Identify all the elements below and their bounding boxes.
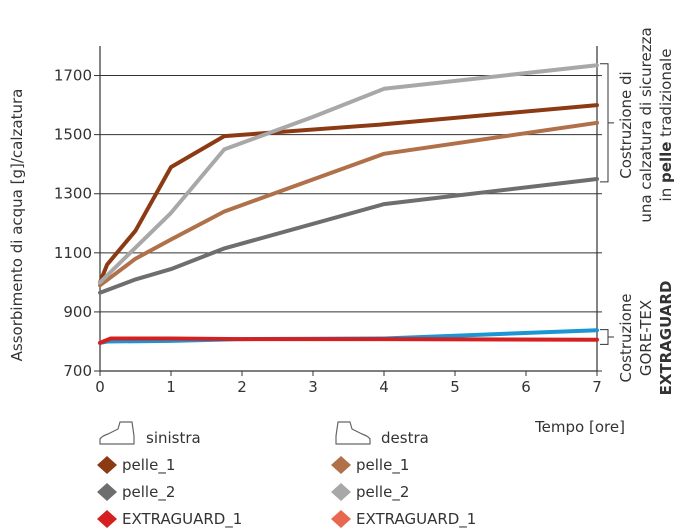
legend-label-destra: pelle_2 xyxy=(356,483,409,502)
series-line-pelle_2-destra xyxy=(98,63,599,285)
x-tick-label: 3 xyxy=(308,378,318,396)
annotation-traditional-line3: in pelle tradizionale xyxy=(657,49,675,202)
legend-swatch-destra xyxy=(331,483,351,501)
tick-labels: 0 1 2 3 4 5 6 7 700 900 1100 1300 1500 1700 xyxy=(54,67,602,396)
legend-label-sinistra: pelle_2 xyxy=(122,483,175,502)
x-tick-label: 6 xyxy=(521,378,531,396)
series-line-pelle_1-destra xyxy=(98,120,599,288)
legend-label-sinistra: EXTRAGUARD_1 xyxy=(122,510,242,529)
legend-swatch-destra xyxy=(331,510,351,528)
legend-label-destra: EXTRAGUARD_1 xyxy=(356,510,476,529)
annotation-goretex-line1: Costruzione xyxy=(617,294,635,383)
boot-left-icon xyxy=(99,421,135,445)
y-tick-label: 700 xyxy=(63,362,92,380)
group-brackets xyxy=(600,63,614,345)
legend-label-destra: pelle_1 xyxy=(356,456,409,475)
series-line-pelle_1-sinistra xyxy=(98,103,599,285)
annotation-pelle: pelle xyxy=(657,142,675,183)
legend: sinistra destra pelle_1 pelle_2 EXTRAGUARD… xyxy=(97,421,476,529)
series-lines xyxy=(98,63,599,345)
y-tick-label: 1700 xyxy=(54,67,92,85)
y-tick-label: 1300 xyxy=(54,185,92,203)
boot-right-icon xyxy=(335,421,371,445)
axes xyxy=(94,46,602,376)
series-line-extraguard_1-sinistra xyxy=(98,336,599,345)
x-tick-label: 2 xyxy=(237,378,247,396)
annotation-goretex-line2: GORE-TEX xyxy=(637,300,655,376)
y-axis-label: Assorbimento di acqua [g]/calzatura xyxy=(8,89,26,362)
series-line-pelle_2-sinistra xyxy=(98,177,599,295)
legend-header-sinistra: sinistra xyxy=(146,429,201,447)
y-tick-label: 900 xyxy=(63,303,92,321)
bracket xyxy=(600,63,614,183)
legend-swatch-sinistra xyxy=(97,456,117,474)
legend-header-destra: destra xyxy=(381,429,429,447)
annotation-goretex: Costruzione GORE-TEX EXTRAGUARD xyxy=(617,281,675,396)
y-tick-label: 1100 xyxy=(54,244,92,262)
x-tick-label: 5 xyxy=(450,378,460,396)
legend-swatch-sinistra xyxy=(97,510,117,528)
legend-swatch-sinistra xyxy=(97,483,117,501)
x-tick-label: 0 xyxy=(95,378,105,396)
x-axis-label: Tempo [ore] xyxy=(534,418,625,436)
annotation-traditional-line2: una calzatura di sicurezza xyxy=(637,27,655,222)
y-tick-label: 1500 xyxy=(54,126,92,144)
annotation-traditional: Costruzione di una calzatura di sicurezz… xyxy=(617,27,675,222)
annotation-goretex-line3: EXTRAGUARD xyxy=(657,281,675,396)
x-tick-label: 7 xyxy=(592,378,602,396)
annotation-traditional-line1: Costruzione di xyxy=(617,71,635,178)
bracket xyxy=(600,329,614,345)
x-tick-label: 1 xyxy=(166,378,176,396)
annotation-tradizionale: tradizionale xyxy=(657,49,675,137)
legend-swatch-destra xyxy=(331,456,351,474)
annotation-in: in xyxy=(657,188,675,202)
x-tick-label: 4 xyxy=(379,378,389,396)
legend-label-sinistra: pelle_1 xyxy=(122,456,175,475)
